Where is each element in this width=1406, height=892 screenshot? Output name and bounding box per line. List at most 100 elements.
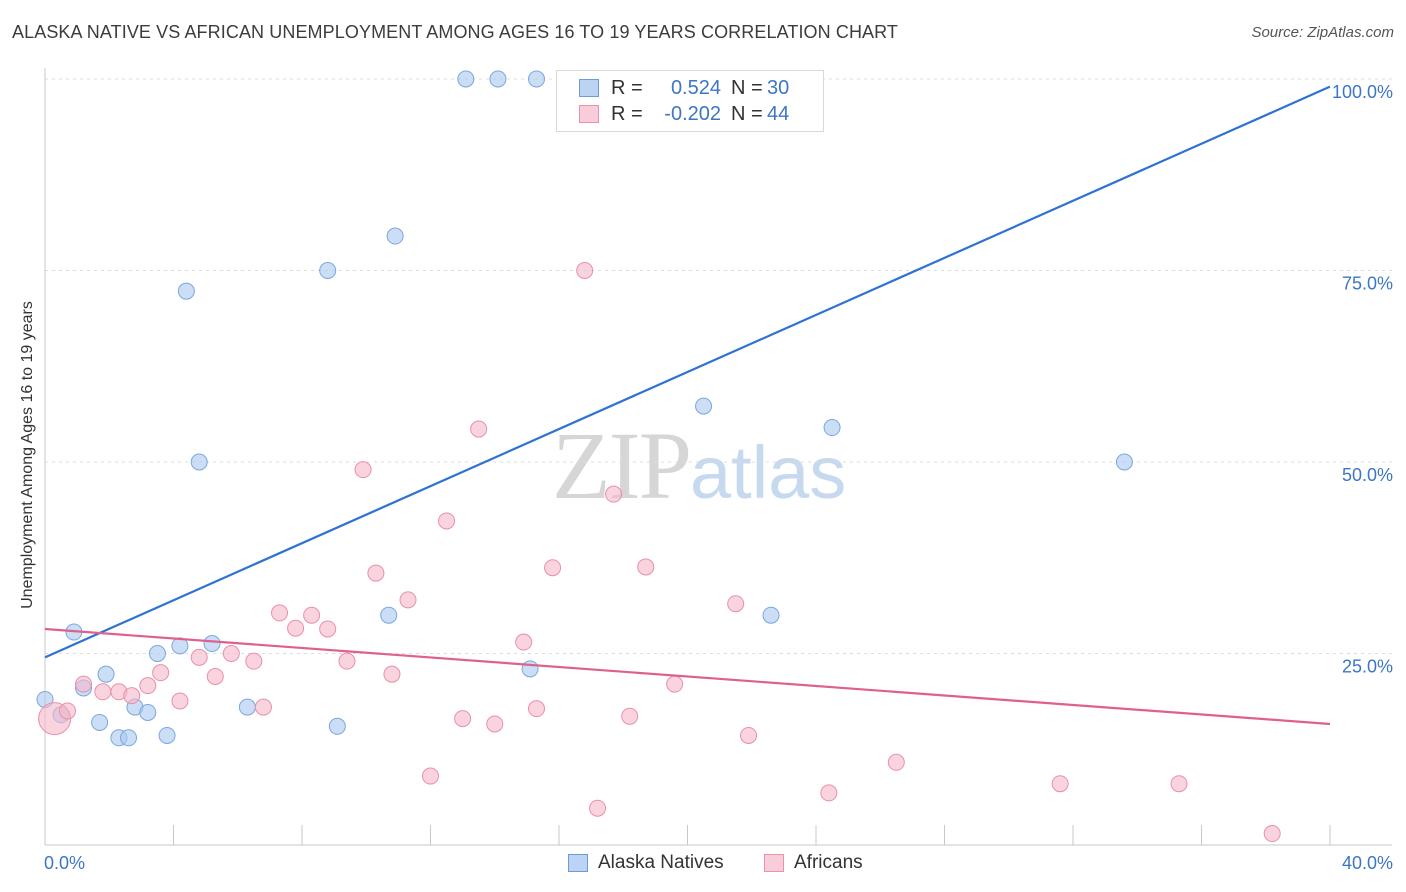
african-point-30 [544, 559, 562, 577]
alaska-point-21 [457, 70, 475, 88]
trend-line-alaska [44, 85, 1331, 659]
watermark: ZIPatlas [552, 410, 846, 521]
legend-row-africans: R = -0.202 N = 44 [579, 101, 789, 127]
alaska-point-18 [328, 717, 346, 735]
alaska-point-28 [1115, 453, 1133, 471]
african-point-12 [245, 652, 263, 670]
african-point-36 [666, 675, 684, 693]
axes [44, 68, 1392, 846]
legend-swatch-alaska [579, 79, 599, 97]
legend-r-value: 0.524 [670, 76, 721, 99]
legend-label-africans: Africans [794, 852, 863, 873]
african-point-19 [354, 461, 372, 479]
watermark-atlas: atlas [690, 431, 847, 514]
african-point-29 [528, 700, 546, 718]
trend-line-africans [44, 627, 1331, 726]
african-point-42 [1170, 775, 1188, 793]
alaska-point-7 [120, 729, 138, 747]
alaska-point-19 [380, 606, 398, 624]
african-point-22 [399, 591, 417, 609]
alaska-point-22 [489, 70, 507, 88]
african-point-21 [383, 665, 401, 683]
legend-r-value: -0.202 [664, 102, 721, 125]
african-point-20 [367, 564, 385, 582]
alaska-point-23 [521, 660, 539, 678]
legend-n-label: N = [731, 102, 763, 125]
african-point-6 [139, 677, 157, 695]
african-point-24 [438, 512, 456, 530]
legend-row-alaska: R = 0.524 N = 30 [579, 75, 789, 101]
african-point-34 [621, 707, 639, 725]
african-point-35 [637, 558, 655, 576]
alaska-point-26 [762, 606, 780, 624]
alaska-point-11 [158, 726, 176, 744]
african-point-13 [254, 698, 272, 716]
trend-lines [44, 85, 1331, 726]
african-point-9 [190, 648, 208, 666]
series-legend: Alaska Natives Africans [0, 852, 1406, 878]
legend-n-value: 44 [767, 102, 790, 125]
african-point-26 [470, 420, 488, 438]
african-point-8 [171, 692, 189, 710]
african-point-40 [887, 753, 905, 771]
african-point-43 [1263, 825, 1281, 843]
african-point-37 [727, 595, 745, 613]
x-tick-label-min: 0.0% [44, 853, 85, 873]
african-point-7 [152, 664, 170, 682]
alaska-point-14 [190, 453, 208, 471]
legend-swatch-alaska [568, 854, 588, 872]
african-point-15 [287, 619, 305, 637]
legend-r-label: R = [611, 76, 643, 99]
alaska-point-12 [171, 637, 189, 655]
african-point-28 [515, 633, 533, 651]
alaska-point-9 [139, 703, 157, 721]
legend-n-label: N = [731, 76, 763, 99]
y-tick-label-75: 75.0% [1342, 274, 1393, 294]
alaska-point-13 [177, 282, 195, 300]
african-point-38 [740, 726, 758, 744]
legend-swatch-africans [764, 854, 784, 872]
legend-r-label: R = [611, 102, 643, 125]
african-point-25 [454, 710, 472, 728]
alaska-point-5 [97, 665, 115, 683]
african-point-39 [820, 784, 838, 802]
african-point-32 [589, 799, 607, 817]
y-tick-label-25: 25.0% [1342, 657, 1393, 677]
african-point-2 [75, 675, 93, 693]
stats-legend: R = 0.524 N = 30 R = -0.202 N = 44 [556, 70, 824, 132]
alaska-point-10 [148, 645, 166, 662]
african-point-16 [303, 606, 321, 624]
watermark-zip: ZIP [552, 412, 692, 519]
legend-label-alaska: Alaska Natives [598, 852, 724, 873]
source-label: Source: ZipAtlas.com [1251, 24, 1394, 41]
data-points [36, 70, 1281, 843]
legend-swatch-africans [579, 105, 599, 123]
african-point-27 [486, 715, 504, 733]
alaska-point-24 [528, 70, 546, 88]
african-point-18 [338, 652, 356, 670]
chart-title: ALASKA NATIVE VS AFRICAN UNEMPLOYMENT AM… [12, 22, 899, 42]
alaska-point-17 [319, 262, 337, 279]
alaska-point-4 [91, 713, 109, 731]
x-tick-label-max: 40.0% [1342, 853, 1393, 873]
african-point-31 [576, 262, 594, 279]
y-tick-label-100: 100.0% [1332, 82, 1393, 102]
alaska-point-20 [386, 227, 404, 245]
african-point-3 [94, 683, 112, 701]
alaska-point-16 [238, 698, 256, 716]
y-tick-label-50: 50.0% [1342, 465, 1393, 485]
alaska-point-27 [823, 419, 841, 437]
african-point-23 [422, 767, 439, 785]
african-point-1 [58, 702, 76, 720]
legend-item-africans[interactable]: Africans [764, 852, 863, 874]
legend-item-alaska-natives[interactable]: Alaska Natives [568, 852, 724, 874]
african-point-5 [123, 687, 141, 705]
legend-n-value: 30 [767, 76, 790, 99]
african-point-17 [319, 620, 337, 638]
alaska-point-15 [203, 635, 221, 653]
african-point-10 [206, 667, 224, 685]
african-point-41 [1051, 775, 1069, 793]
tick-labels: 25.0% 50.0% 75.0% 100.0% 0.0% 40.0% [44, 82, 1393, 873]
african-point-33 [605, 485, 623, 503]
